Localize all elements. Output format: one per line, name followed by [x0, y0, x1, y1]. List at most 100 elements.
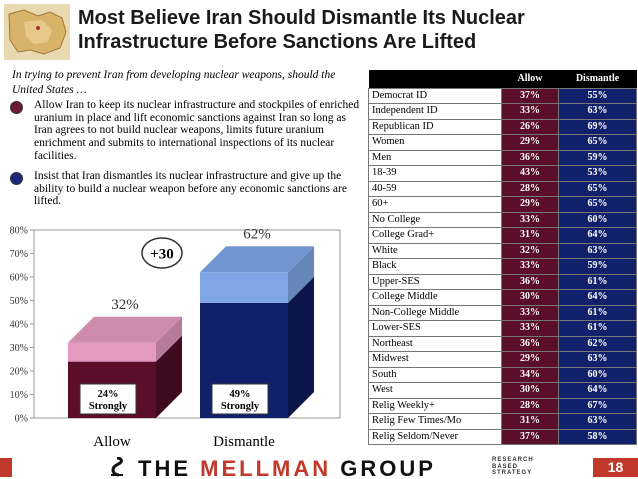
- row-label: 40-59: [368, 180, 502, 197]
- row-dismantle-value: 59%: [558, 258, 637, 275]
- row-allow-value: 33%: [501, 211, 559, 228]
- row-dismantle-value: 62%: [558, 335, 637, 352]
- table-row: Upper-SES 36% 61%: [368, 273, 637, 290]
- bar-total-label: 32%: [111, 297, 139, 313]
- row-dismantle-value: 63%: [558, 413, 637, 430]
- firm-name-mellman: MELLMAN: [200, 456, 332, 479]
- strongly-word-label: Strongly: [89, 401, 128, 412]
- option-dismantle: Insist that Iran dismantles its nuclear …: [10, 170, 360, 214]
- row-dismantle-value: 53%: [558, 165, 637, 182]
- row-dismantle-value: 65%: [558, 196, 637, 213]
- row-label: Lower-SES: [368, 320, 502, 337]
- page-number: 18: [607, 459, 624, 475]
- row-label: Non-College Middle: [368, 304, 502, 321]
- bar-soft-side: [156, 316, 182, 362]
- row-dismantle-value: 65%: [558, 180, 637, 197]
- row-allow-value: 37%: [501, 87, 559, 104]
- row-allow-value: 34%: [501, 366, 559, 383]
- difference-label: +30: [150, 247, 174, 263]
- bar-chart-svg: 0%10%20%30%40%50%60%70%80%32%24%Strongly…: [10, 226, 341, 450]
- row-label: Democrat ID: [368, 87, 502, 104]
- row-dismantle-value: 59%: [558, 149, 637, 166]
- row-label: 60+: [368, 196, 502, 213]
- row-allow-value: 32%: [501, 242, 559, 259]
- row-label: Women: [368, 134, 502, 151]
- y-tick-label: 80%: [10, 226, 28, 237]
- table-row: Lower-SES 33% 61%: [368, 320, 637, 337]
- bar-strong-side: [288, 276, 314, 418]
- table-row: Black 33% 59%: [368, 258, 637, 275]
- bar-soft-side: [288, 246, 314, 303]
- page-title-line-1: Most Believe Iran Should Dismantle Its N…: [78, 7, 525, 29]
- row-dismantle-value: 61%: [558, 273, 637, 290]
- row-allow-value: 30%: [501, 289, 559, 306]
- row-label: White: [368, 242, 502, 259]
- y-tick-label: 50%: [10, 296, 28, 307]
- bar-chart: 0% 10% 20% 30% 40% 50% 60% 70% 80% 32% 24% Strongly…: [0, 218, 360, 454]
- table-row: 60+ 29% 65%: [368, 196, 637, 213]
- row-dismantle-value: 60%: [558, 366, 637, 383]
- table-row: Republican ID 26% 69%: [368, 118, 637, 135]
- firm-name-the: THE: [138, 456, 191, 479]
- header: Most Believe Iran Should Dismantle Its N…: [0, 0, 638, 64]
- footer-accent-left: [0, 458, 12, 477]
- difference-badge: [141, 237, 183, 269]
- row-allow-value: 30%: [501, 382, 559, 399]
- row-label: South: [368, 366, 502, 383]
- row-label: Relig Weekly+: [368, 397, 502, 414]
- page-title-line-2: Infrastructure Before Sanctions Are Lift…: [78, 31, 477, 53]
- row-allow-value: 29%: [501, 134, 559, 151]
- table-row: 40-59 28% 65%: [368, 180, 637, 197]
- row-label: Republican ID: [368, 118, 502, 135]
- row-label: No College: [368, 211, 502, 228]
- row-allow-value: 28%: [501, 180, 559, 197]
- y-tick-label: 0%: [15, 414, 28, 425]
- table-row: Independent ID 33% 63%: [368, 103, 637, 120]
- y-tick-label: 10%: [10, 390, 28, 401]
- x-category-label: Dismantle: [213, 434, 275, 450]
- row-dismantle-value: 64%: [558, 227, 637, 244]
- table-row: Midwest 29% 63%: [368, 351, 637, 368]
- footer-accent-right: [593, 458, 638, 477]
- bar-soft: [200, 272, 288, 303]
- row-label: College Grad+: [368, 227, 502, 244]
- table-row: College Middle 30% 64%: [368, 289, 637, 306]
- row-allow-value: 43%: [501, 165, 559, 182]
- table-header-blank: [368, 70, 502, 88]
- y-tick-label: 70%: [10, 249, 28, 260]
- strongly-word-label: Strongly: [221, 401, 260, 412]
- y-tick-label: 20%: [10, 367, 28, 378]
- row-dismantle-value: 64%: [558, 382, 637, 399]
- row-dismantle-value: 63%: [558, 351, 637, 368]
- row-allow-value: 31%: [501, 413, 559, 430]
- row-dismantle-value: 64%: [558, 289, 637, 306]
- table-row: Women 29% 65%: [368, 134, 637, 151]
- row-label: Relig Seldom/Never: [368, 428, 502, 445]
- row-allow-value: 33%: [501, 320, 559, 337]
- table-row: South 34% 60%: [368, 366, 637, 383]
- table-body: Democrat ID 37% 55% Independent ID 33% 63% Rep…: [368, 87, 637, 445]
- demographic-table: Allow Dismantle Democrat ID 37% 55% Indepen…: [368, 70, 637, 445]
- row-label: Black: [368, 258, 502, 275]
- row-dismantle-value: 69%: [558, 118, 637, 135]
- table-row: Non-College Middle 33% 61%: [368, 304, 637, 321]
- row-allow-value: 33%: [501, 258, 559, 275]
- option-allow-text: Allow Iran to keep its nuclear infrastru…: [34, 99, 360, 162]
- row-allow-value: 31%: [501, 227, 559, 244]
- row-label: Northeast: [368, 335, 502, 352]
- option-dismantle-bullet: [10, 172, 23, 185]
- row-dismantle-value: 63%: [558, 103, 637, 120]
- row-allow-value: 29%: [501, 196, 559, 213]
- row-allow-value: 36%: [501, 273, 559, 290]
- strongly-value-label: 49%: [230, 389, 251, 400]
- table-header-dismantle: Dismantle: [558, 70, 637, 88]
- row-label: West: [368, 382, 502, 399]
- row-dismantle-value: 61%: [558, 304, 637, 321]
- strongly-box: [211, 383, 269, 415]
- row-dismantle-value: 58%: [558, 428, 637, 445]
- bar-soft: [68, 342, 156, 362]
- table-header-allow: Allow: [501, 70, 559, 88]
- table-row: Northeast 36% 62%: [368, 335, 637, 352]
- row-label: College Middle: [368, 289, 502, 306]
- row-label: Midwest: [368, 351, 502, 368]
